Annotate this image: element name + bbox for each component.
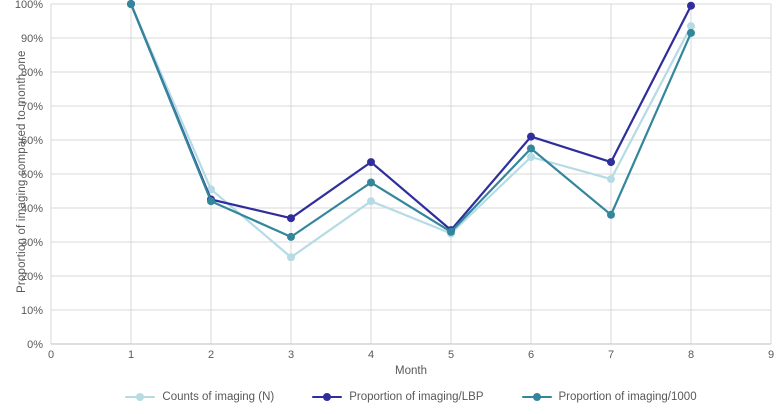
- legend-marker-line-dot-icon: [312, 393, 343, 402]
- legend: Counts of imaging (N) Proportion of imag…: [51, 391, 771, 403]
- series-point: [607, 210, 615, 219]
- y-tick-label: 70%: [21, 101, 43, 113]
- x-tick-label: 6: [528, 349, 534, 361]
- legend-label: Counts of imaging (N): [162, 391, 275, 403]
- series-point: [527, 132, 535, 141]
- series-point: [527, 144, 535, 153]
- y-tick-label: 0%: [27, 339, 43, 351]
- x-axis-title: Month: [395, 365, 427, 377]
- legend-item-counts-of-imaging[interactable]: Counts of imaging (N): [125, 391, 274, 403]
- series-point: [287, 214, 295, 223]
- x-tick-label: 2: [208, 349, 214, 361]
- legend-marker-line-dot-icon: [521, 393, 552, 402]
- y-tick-label: 90%: [21, 33, 43, 45]
- x-tick-label: 4: [368, 349, 374, 361]
- series-point: [687, 22, 695, 31]
- y-tick-label: 10%: [21, 305, 43, 317]
- series-point: [287, 253, 295, 262]
- x-tick-label: 1: [128, 349, 134, 361]
- y-tick-label: 50%: [21, 169, 43, 181]
- x-tick-label: 0: [48, 349, 54, 361]
- series-line: [129, 2, 693, 259]
- series-point: [607, 158, 615, 167]
- y-tick-label: 40%: [21, 203, 43, 215]
- series-point: [367, 197, 375, 206]
- legend-label: Proportion of imaging/1000: [558, 391, 697, 403]
- series-line: [129, 2, 693, 232]
- x-tick-label: 7: [608, 349, 614, 361]
- x-tick-label: 9: [768, 349, 774, 361]
- plot-area: 0% 10% 20% 30% 40% 50% 60% 70% 80% 90% 100% 0 1 2 3 4 5 6…: [15, 0, 774, 361]
- y-axis-title: Proportion of imaging compared to month …: [16, 50, 28, 293]
- y-tick-label: 20%: [21, 271, 43, 283]
- series-point: [367, 158, 375, 167]
- legend-label: Proportion of imaging/LBP: [349, 391, 484, 403]
- y-tick-label: 30%: [21, 237, 43, 249]
- legend-item-proportion-lbp[interactable]: Proportion of imaging/LBP: [312, 391, 484, 403]
- x-tick-label: 3: [288, 349, 294, 361]
- series-point: [527, 153, 535, 161]
- series-point: [687, 1, 695, 10]
- y-tick-label: 80%: [21, 67, 43, 79]
- series-point: [207, 197, 215, 206]
- series-point: [687, 28, 695, 37]
- y-tick-label: 100%: [15, 0, 43, 11]
- series-point: [127, 0, 135, 8]
- series-point: [207, 185, 215, 194]
- legend-marker-line-dot-icon: [125, 393, 156, 402]
- x-tick-label: 5: [448, 349, 454, 361]
- series-point: [367, 178, 375, 187]
- series-point: [607, 175, 615, 184]
- series-point: [287, 232, 295, 241]
- y-tick-label: 60%: [21, 135, 43, 147]
- legend-item-proportion-1000[interactable]: Proportion of imaging/1000: [521, 391, 697, 403]
- series-line: [129, 2, 693, 238]
- series-point: [447, 227, 455, 236]
- x-tick-label: 8: [688, 349, 694, 361]
